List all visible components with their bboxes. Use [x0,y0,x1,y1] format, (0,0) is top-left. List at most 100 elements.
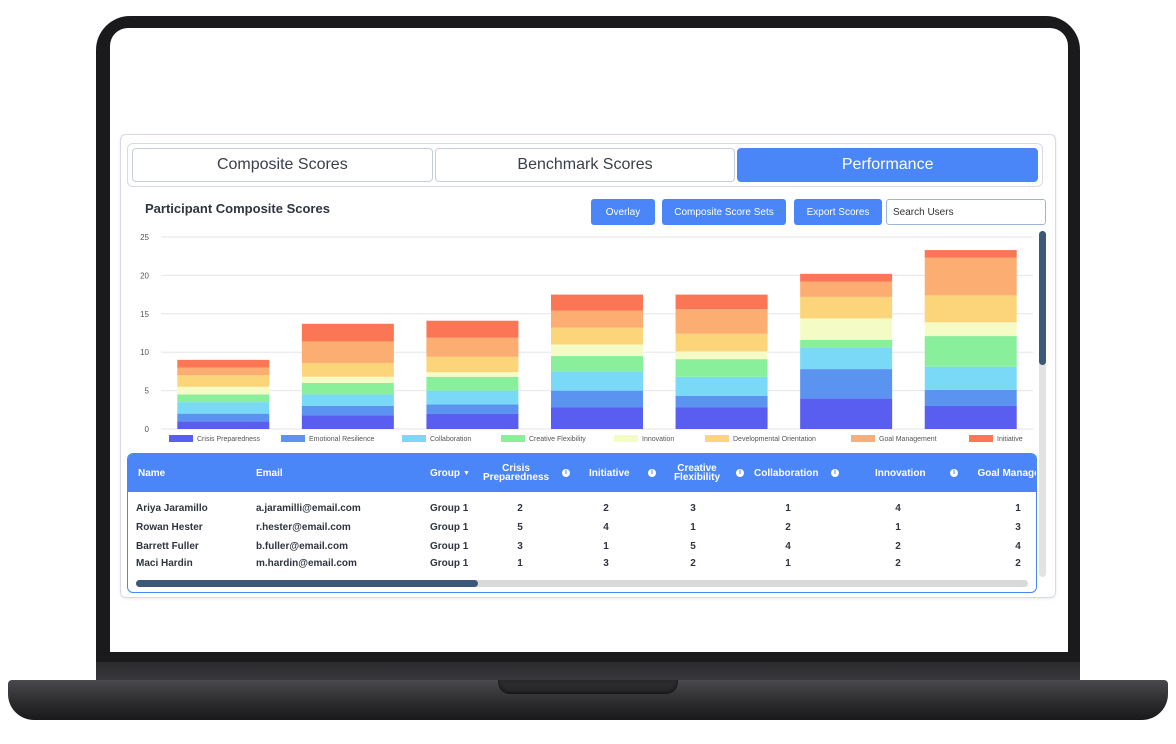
bar-segment[interactable] [426,390,519,405]
legend-item[interactable]: Emotional Resilience [281,435,374,443]
collab-info-icon[interactable]: i [831,469,839,477]
crisis-info-icon[interactable]: i [562,469,570,477]
bar-segment[interactable] [551,407,643,429]
bar-segment[interactable] [800,398,893,429]
bar-segment[interactable] [177,394,270,403]
legend-item[interactable]: Collaboration [402,435,471,443]
innovation-info-icon[interactable]: i [950,469,958,477]
bar-segment[interactable] [177,413,270,422]
bar-segment[interactable] [426,372,519,377]
bar-segment[interactable] [426,356,519,373]
bar-segment[interactable] [177,375,270,387]
bar-segment[interactable] [924,366,1017,390]
bar-segment[interactable] [551,371,643,391]
legend-swatch [614,435,638,442]
bar-segment[interactable] [426,376,519,391]
bar-segment[interactable] [426,337,519,357]
header-collab[interactable]: Collaboration [754,467,819,479]
legend-item[interactable]: Creative Flexibility [501,435,586,443]
bar-segment[interactable] [675,395,768,408]
bar-segment[interactable] [551,356,643,372]
bar-segment[interactable] [551,327,643,345]
legend-item[interactable]: Innovation [614,435,674,443]
bar-segment[interactable] [177,402,270,414]
bar-segment[interactable] [800,318,893,340]
bar-segment[interactable] [551,310,643,328]
legend-item[interactable]: Crisis Preparedness [169,435,261,443]
bar-segment[interactable] [426,320,519,338]
initiative-info-icon[interactable]: i [648,469,656,477]
vertical-scroll-thumb[interactable] [1039,231,1046,365]
bar-segment[interactable] [301,382,394,395]
screen: Composite Scores Benchmark Scores Perfor… [110,28,1068,652]
bar-segment[interactable] [675,294,768,310]
bar-segment[interactable] [924,295,1017,323]
bar-segment[interactable] [301,415,394,429]
bar-segment[interactable] [426,404,519,414]
bar-segment[interactable] [924,389,1017,406]
bar-segment[interactable] [800,369,893,399]
bar-segment[interactable] [177,359,270,368]
bar-segment[interactable] [301,405,394,416]
export-scores-button[interactable]: Export Scores [794,199,882,225]
bar-segment[interactable] [924,322,1017,337]
tab-performance[interactable]: Performance [737,148,1039,182]
bar-segment[interactable] [301,341,394,363]
cell-innovation: 2 [895,541,901,552]
header-group[interactable]: Group ▼ [430,454,470,492]
legend-swatch [402,435,426,442]
horizontal-scroll-thumb[interactable] [136,580,478,587]
bar-segment[interactable] [301,394,394,406]
bar-segment[interactable] [426,413,519,429]
bar-segment[interactable] [301,362,394,377]
bar-segment[interactable] [924,250,1017,258]
legend-label: Crisis Preparedness [197,436,261,443]
cell-group: Group 1 [430,558,469,569]
header-email[interactable]: Email [256,467,283,479]
legend-label: Emotional Resilience [309,436,374,443]
bar-segment[interactable] [177,367,270,376]
bar-segment[interactable] [675,309,768,334]
vertical-scrollbar[interactable] [1039,231,1046,577]
bar-segment[interactable] [301,376,394,383]
y-tick-label: 0 [145,425,150,434]
header-name[interactable]: Name [138,467,166,479]
legend-item[interactable]: Developmental Orientation [705,435,816,443]
overlay-button[interactable]: Overlay [591,199,655,225]
bar-segment[interactable] [800,281,893,297]
header-goal[interactable]: Goal Managem [978,467,1036,479]
legend-item[interactable]: Initiative [969,435,1023,443]
legend-swatch [281,435,305,442]
header-innovation[interactable]: Innovation [875,467,926,479]
bar-segment[interactable] [924,336,1017,367]
horizontal-scrollbar[interactable] [136,580,1028,587]
bar-segment[interactable] [551,294,643,311]
bar-segment[interactable] [177,421,270,429]
tab-benchmark-scores[interactable]: Benchmark Scores [434,148,736,182]
header-creative[interactable]: Creative Flexibility [673,463,721,483]
creative-info-icon[interactable]: i [736,469,744,477]
bar-segment[interactable] [301,323,394,342]
header-crisis[interactable]: Crisis Preparedness [482,463,550,483]
bar-segment[interactable] [675,376,768,396]
composite-score-sets-button[interactable]: Composite Score Sets [662,199,786,225]
search-users-input[interactable] [886,199,1046,225]
tab-composite-scores[interactable]: Composite Scores [132,148,433,182]
bar-segment[interactable] [800,347,893,370]
cell-innovation: 1 [895,522,901,533]
bar-segment[interactable] [551,344,643,357]
bar-segment[interactable] [924,405,1017,429]
bar-segment[interactable] [800,339,893,348]
bar-segment[interactable] [177,386,270,395]
bar-segment[interactable] [924,257,1017,296]
bar-segment[interactable] [551,390,643,408]
bar-segment[interactable] [800,296,893,319]
header-initiative[interactable]: Initiative [589,467,630,479]
bar-segment[interactable] [800,273,893,282]
cell-crisis: 2 [517,503,523,514]
bar-segment[interactable] [675,407,768,429]
bar-segment[interactable] [675,359,768,377]
bar-segment[interactable] [675,351,768,360]
legend-item[interactable]: Goal Management [851,435,937,443]
bar-segment[interactable] [675,333,768,352]
